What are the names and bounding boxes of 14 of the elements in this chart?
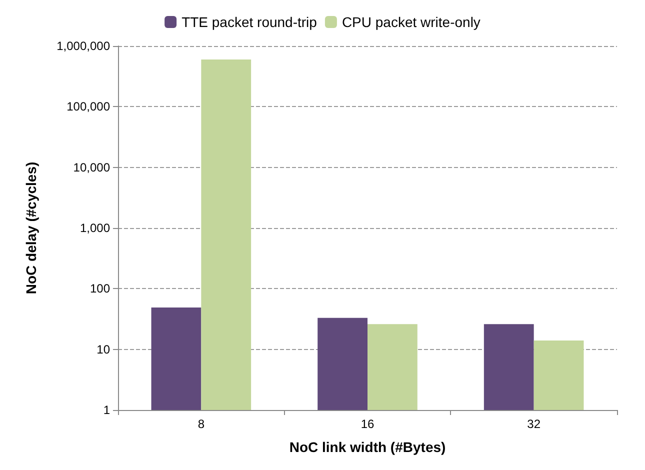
y-tick-label: 1 <box>103 403 110 417</box>
y-tick-label: 1,000,000 <box>56 39 110 53</box>
y-tick-label: 10,000 <box>73 160 110 174</box>
legend-label: TTE packet round-trip <box>182 14 318 30</box>
x-tick-label: 32 <box>527 417 541 431</box>
y-tick-label: 1,000 <box>80 221 110 235</box>
x-axis-title: NoC link width (#Bytes) <box>289 439 446 455</box>
x-tick-label: 16 <box>360 417 374 431</box>
x-tick-label: 8 <box>198 417 205 431</box>
y-tick-label: 100,000 <box>66 100 110 114</box>
y-axis-title: NoC delay (#cycles) <box>23 162 39 294</box>
y-tick-label: 100 <box>90 282 110 296</box>
legend-label: CPU packet write-only <box>342 14 480 30</box>
y-tick-label: 10 <box>96 342 110 356</box>
